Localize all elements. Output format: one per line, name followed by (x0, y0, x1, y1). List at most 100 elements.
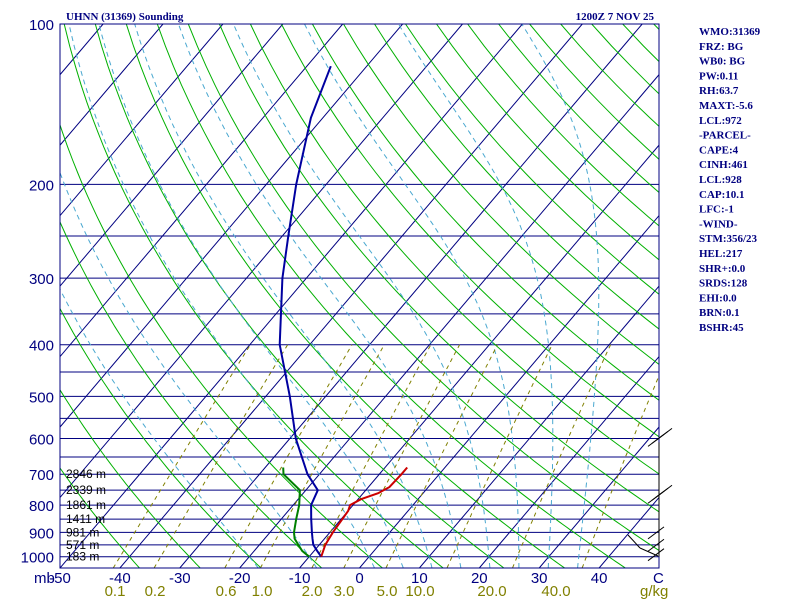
mixing-ratio-line (385, 344, 498, 568)
index-line: WB0: BG (699, 56, 746, 68)
pressure-tick-label: 400 (29, 338, 54, 355)
height-label: 2339 m (66, 483, 106, 497)
isotherm-line (60, 24, 463, 499)
dry-adiabat-line (60, 467, 140, 568)
height-label: 1411 m (66, 512, 105, 526)
temperature-tick-label: 20 (471, 570, 488, 587)
dry-adiabat-line (60, 307, 262, 568)
dry-adiabat-line (187, 24, 659, 552)
index-line: EHI:0.0 (699, 292, 737, 304)
chart-date: 1200Z 7 NOV 25 (576, 11, 655, 23)
pressure-tick-label: 100 (29, 17, 54, 34)
plot-frame (59, 23, 660, 569)
dry-adiabat-line (311, 24, 659, 401)
mixing-ratio-line (259, 344, 385, 568)
temperature-tick-label: -10 (289, 570, 311, 587)
grid-lines (60, 24, 659, 568)
index-line: -WIND- (699, 218, 738, 230)
index-line: CAP:10.1 (699, 189, 745, 201)
index-line: CAPE:4 (699, 144, 739, 156)
temperature-tick-label: -30 (169, 570, 191, 587)
wind-barbs (627, 427, 673, 562)
wind-barb-flag (647, 538, 665, 552)
height-label: 2846 m (66, 467, 106, 481)
height-label: 571 m (66, 538, 99, 552)
index-line: CINH:461 (699, 159, 748, 171)
mixing-ratio-line (512, 344, 612, 568)
index-line: LFC:-1 (699, 204, 734, 216)
mixing-ratio-label: 10.0 (405, 583, 434, 600)
index-line: STM:356/23 (699, 233, 758, 245)
temperature-profile-line (278, 65, 332, 558)
height-label: 183 m (66, 550, 99, 564)
mixing-ratio-line (581, 374, 659, 568)
dry-adiabat-line (63, 24, 444, 568)
index-line: RH:63.7 (699, 85, 739, 97)
temperature-tick-label: 30 (531, 570, 548, 587)
index-line: PW:0.11 (699, 70, 738, 82)
wind-barb (647, 484, 673, 504)
pressure-tick-label: 700 (29, 467, 54, 484)
pressure-tick-label: 500 (29, 389, 54, 406)
index-line: FRZ: BG (699, 41, 744, 53)
index-line: SRDS:128 (699, 278, 748, 290)
index-line: LCL:972 (699, 115, 742, 127)
dewpoint-profile-line (282, 467, 310, 558)
mixing-ratio-line (153, 344, 289, 568)
moist-adiabat-line (98, 24, 404, 568)
moist-adiabat-line (178, 24, 462, 568)
isotherm-line (419, 285, 659, 568)
isotherm-line (60, 24, 344, 358)
mixing-ratio-line (343, 344, 461, 568)
isotherm-line (119, 24, 583, 568)
index-line: MAXT:-5.6 (699, 100, 753, 112)
temperature-tick-label: -20 (229, 570, 251, 587)
mixing-ratio-label: 0.2 (145, 583, 166, 600)
mixing-ratio-line (311, 344, 432, 568)
index-line: -PARCEL- (699, 130, 751, 142)
index-line: HEL:217 (699, 248, 743, 260)
index-line: SHR+:0.0 (699, 263, 746, 275)
isotherm-line (60, 24, 224, 217)
dry-adiabat-line (94, 24, 505, 568)
temperature-tick-label: 0 (355, 570, 363, 587)
moist-adiabat-line (60, 288, 259, 568)
isotherm-line (60, 24, 284, 287)
moist-adiabat-line (68, 24, 375, 568)
dry-adiabat-line (60, 123, 383, 568)
index-line: BRN:0.1 (699, 307, 740, 319)
mixing-ratio-label: 1.0 (252, 583, 273, 600)
dry-adiabat-line (156, 24, 626, 568)
wind-barb-flag (655, 484, 673, 498)
indices-panel: WMO:31369 FRZ: BG WB0: BG PW:0.11 RH:63.7 MAX… (699, 26, 761, 334)
wind-barb-tail (639, 547, 659, 557)
wind-barb (647, 538, 665, 552)
moist-adiabat-line (521, 24, 600, 568)
index-line: BSHR:45 (699, 322, 744, 334)
temperature-tick-label: 40 (591, 570, 608, 587)
isotherm-line (538, 426, 659, 568)
mixing-ratio-label: 3.0 (334, 583, 355, 600)
temperature-tick-label: 10 (411, 570, 428, 587)
mixing-ratio-label: 20.0 (477, 583, 506, 600)
mixing-ratio-label: 0.1 (105, 583, 126, 600)
pressure-tick-label: 300 (29, 271, 54, 288)
temperature-tick-label: -40 (109, 570, 131, 587)
wind-barb (647, 526, 665, 540)
mixing-ratio-line (446, 344, 553, 568)
isotherm-line (179, 24, 643, 568)
moist-adiabat-line (134, 24, 433, 568)
wind-barb-flag (655, 427, 673, 441)
height-label: 981 m (66, 525, 99, 539)
height-label: 1861 m (66, 498, 106, 512)
moist-adiabat-line (60, 171, 318, 568)
pressure-unit-label: mb (34, 570, 55, 587)
isotherm-line (60, 24, 403, 428)
isotherm-line (239, 73, 659, 568)
wind-barb (647, 427, 673, 447)
pressure-tick-label: 600 (29, 432, 54, 449)
wind-barb-flag (647, 526, 665, 540)
pressure-tick-label: 800 (29, 498, 54, 515)
